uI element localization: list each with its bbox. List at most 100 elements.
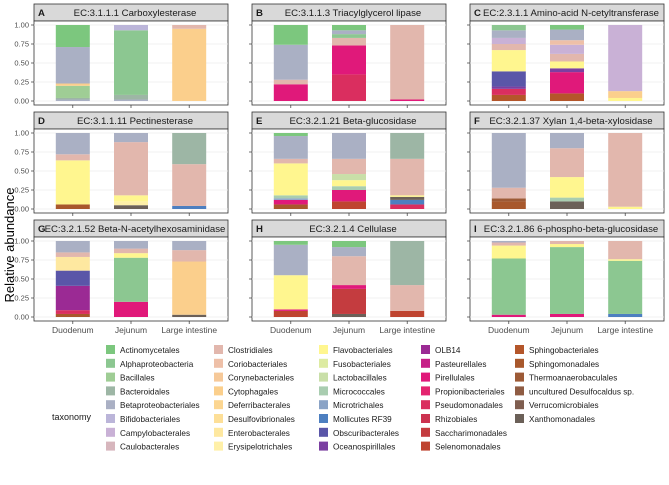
legend-swatch	[515, 400, 524, 410]
legend-swatch	[515, 372, 524, 382]
legend-label: Alphaproteobacteria	[120, 360, 194, 369]
bar-segment	[550, 247, 584, 314]
x-tick-label: Jejunum	[333, 325, 365, 335]
legend-label: Mollicutes RF39	[333, 415, 392, 424]
legend-swatch	[421, 414, 430, 423]
bar-segment	[114, 99, 148, 101]
legend-label: Enterobacterales	[228, 429, 290, 438]
panel-e: E EC:3.2.1.21 Beta-glucosidase	[249, 111, 447, 216]
bar-duodenum	[55, 133, 90, 209]
legend-swatch	[214, 427, 223, 437]
bar-segment	[332, 241, 366, 248]
panel-label: I	[474, 224, 477, 235]
legend-label: Clostridiales	[228, 346, 273, 355]
bar-segment	[550, 244, 584, 248]
legend-swatch	[214, 441, 223, 451]
legend-label: Cytophagales	[228, 387, 278, 396]
bar-segment	[608, 25, 643, 92]
bar-segment	[172, 241, 207, 251]
bar-segment	[332, 74, 366, 101]
legend-label: Corynebacteriales	[228, 374, 294, 383]
legend-label: Actinomycetales	[120, 346, 180, 355]
bar-segment	[550, 148, 584, 178]
legend-item: Fusobacteriales	[319, 358, 391, 369]
panel-h: H EC:3.2.1.4 Cellulase Duodenum Jejunum Larg…	[249, 219, 447, 335]
bar-jejunum	[332, 25, 366, 101]
legend-swatch	[515, 414, 524, 423]
bar-segment	[55, 270, 90, 286]
legend-item: Actinomycetales	[106, 345, 180, 355]
x-tick-label: Duodenum	[488, 325, 530, 335]
bar-segment	[273, 199, 308, 205]
legend-label: Verrucomicrobiales	[529, 401, 599, 410]
panel-label: H	[256, 224, 263, 235]
legend-swatch	[319, 358, 328, 368]
bar-segment	[55, 310, 90, 314]
panel-title: EC:3.2.1.52 Beta-N-acetylhexosaminidase	[45, 224, 226, 235]
legend-item: Thermoanaerobaculales	[515, 372, 617, 383]
bar-segment	[550, 313, 584, 317]
bar-segment	[390, 158, 425, 196]
legend-swatch	[319, 441, 328, 451]
legend-swatch	[515, 386, 524, 396]
bar-segment	[55, 160, 90, 205]
bar-segment	[332, 25, 366, 31]
legend-swatch	[421, 372, 430, 382]
legend-label: Oceanospirillales	[333, 443, 395, 452]
bar-segment	[55, 47, 90, 84]
bar-segment	[550, 40, 584, 45]
bar-segment	[332, 190, 366, 202]
bar-segment	[390, 199, 425, 205]
bar-segment	[273, 244, 308, 276]
legend-title: taxonomy	[52, 412, 92, 422]
bar-large-intestine	[172, 133, 207, 209]
panel-label: B	[256, 8, 263, 19]
bar-segment	[273, 25, 308, 45]
legend-label: Microtrichales	[333, 401, 384, 410]
bar-segment	[273, 133, 308, 137]
bar-large-intestine	[608, 241, 643, 317]
bar-segment	[55, 85, 90, 98]
bar-segment	[550, 133, 584, 149]
bar-segment	[114, 25, 148, 31]
bar-large-intestine	[390, 25, 425, 101]
bar-segment	[55, 204, 90, 209]
legend-item: Sphingobacteriales	[515, 345, 599, 355]
legend-item: Oceanospirillales	[319, 441, 395, 452]
legend-item: Betaproteobacteriales	[106, 400, 200, 410]
panel-b: B EC:3.1.1.3 Triacylglycerol lipase	[249, 3, 447, 108]
bar-segment	[114, 94, 148, 100]
bar-segment	[273, 198, 308, 200]
x-tick-label: Duodenum	[270, 325, 312, 335]
legend-label: Sphingomonadales	[529, 360, 599, 369]
bar-segment	[390, 25, 425, 100]
panel-grid: A EC:3.1.1.1 Carboxylesterase 0.00 0.25 0.50…	[14, 3, 665, 335]
legend-item: Bifidobacteriales	[106, 414, 180, 424]
bar-large-intestine	[172, 25, 207, 101]
y-tick-label: 0.25	[14, 78, 29, 87]
bar-segment	[491, 198, 526, 202]
y-tick-label: 0.75	[14, 256, 29, 265]
legend-label: Pirellulales	[435, 374, 475, 383]
bar-segment	[390, 133, 425, 159]
bar-segment	[332, 158, 366, 175]
legend-label: Erysipelotrichales	[228, 443, 292, 452]
bar-segment	[273, 44, 308, 80]
bar-segment	[55, 133, 90, 155]
legend-item: Obscuribacterales	[319, 427, 399, 438]
legend-swatch	[106, 400, 115, 410]
bar-segment	[390, 195, 425, 197]
bar-segment	[273, 310, 308, 317]
legend-swatch	[214, 414, 223, 423]
legend-item: Propionibacteriales	[421, 386, 505, 396]
bar-segment	[172, 28, 207, 101]
y-tick-label: 0.75	[14, 148, 29, 157]
bar-jejunum	[332, 133, 366, 209]
bar-segment	[114, 30, 148, 95]
legend-label: Sphingobacteriales	[529, 346, 599, 355]
legend-swatch	[421, 441, 430, 451]
bar-segment	[332, 34, 366, 38]
legend-label: OLB14	[435, 346, 461, 355]
